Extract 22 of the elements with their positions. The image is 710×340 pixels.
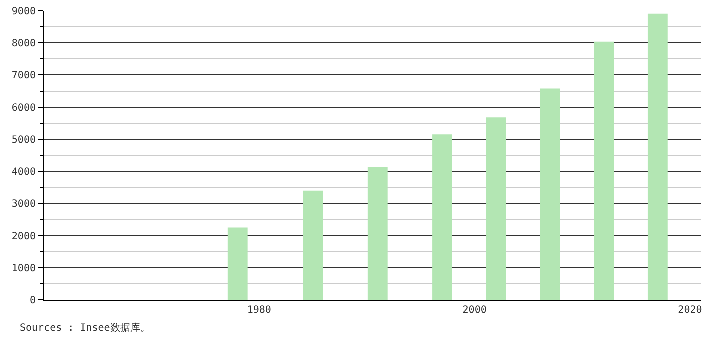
y-tick-label: 3000 xyxy=(12,199,36,210)
y-tick-label: 0 xyxy=(30,296,36,306)
bar xyxy=(540,88,560,300)
y-tick-label: 6000 xyxy=(12,102,36,114)
x-tick-label: 1980 xyxy=(247,305,272,316)
bar xyxy=(432,134,452,300)
bar xyxy=(648,14,668,300)
x-tick-label: 2000 xyxy=(462,305,487,316)
y-tick-label: 4000 xyxy=(12,167,36,178)
x-tick-label: 2020 xyxy=(678,305,702,316)
y-tick-label: 5000 xyxy=(12,134,36,146)
y-tick-label: 8000 xyxy=(12,38,36,50)
source-note: Sources : Insee数据库。 xyxy=(20,322,150,334)
bar xyxy=(368,167,388,300)
y-tick-label: 1000 xyxy=(12,263,36,274)
y-tick-label: 7000 xyxy=(12,70,36,82)
bar xyxy=(228,228,248,300)
bar xyxy=(486,118,506,300)
y-tick-label: 2000 xyxy=(12,231,36,242)
y-tick-label: 9000 xyxy=(12,6,36,18)
bar xyxy=(594,42,614,300)
bar xyxy=(303,190,324,300)
